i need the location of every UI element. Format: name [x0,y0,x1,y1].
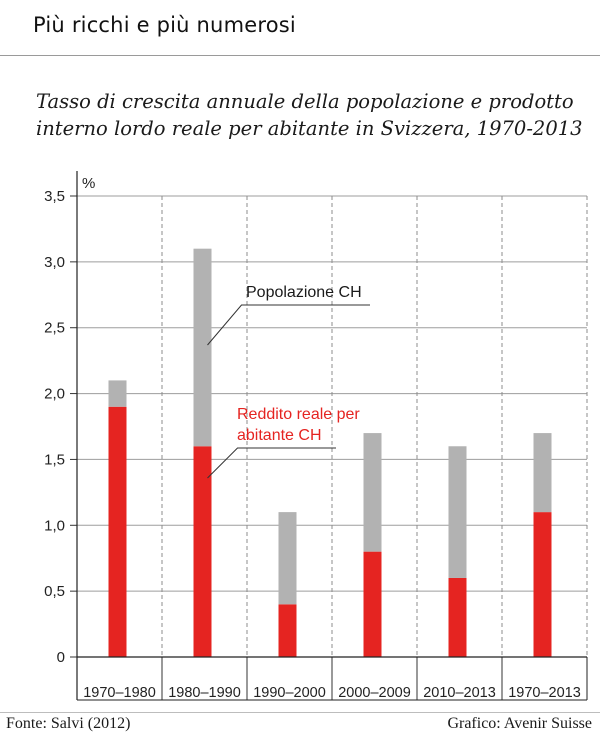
bar-reddito [108,406,127,657]
y-tick-label: 0,5 [44,583,65,600]
y-tick-label: 3,5 [44,188,65,205]
chart-title: Più ricchi e più numerosi [33,13,296,37]
bar-popolazione [193,248,212,447]
bar-reddito [363,551,382,657]
x-tick-label: 2010–2013 [423,685,496,701]
bar-popolazione [448,446,467,578]
y-tick-label: 2,0 [44,386,65,403]
bar-popolazione [363,433,382,552]
x-tick-label: 1980–1990 [168,685,241,701]
bar-reddito [193,446,212,657]
y-axis-label: % [82,175,95,192]
y-tick-label: 3,0 [44,254,65,271]
x-tick-label: 1970–2013 [508,685,581,701]
x-tick-label: 1970–1980 [83,685,156,701]
chart-subtitle: Tasso di crescita annuale della popolazi… [36,90,583,140]
y-tick-label: 1,5 [44,451,65,468]
axis-layer: 0 0,5 1,0 1,5 2,0 2,5 3,0 3,5% 1970–1980 1980–199… [44,171,588,701]
source-note: Fonte: Salvi (2012) [6,715,131,732]
label-reddito-line2: abitante CH [237,427,322,444]
y-tick-label: 2,5 [44,320,65,337]
footer-divider [0,712,600,713]
label-reddito-line1: Reddito reale per [237,406,360,423]
bar-reddito [278,604,297,657]
x-tick-label: 2000–2009 [338,685,411,701]
bar-reddito [533,512,552,657]
stacked-bar-chart: 0 0,5 1,0 1,5 2,0 2,5 3,0 3,5% 1970–1980 1980–199… [44,171,588,701]
bar-popolazione [278,512,297,605]
grid-layer [77,195,588,657]
title-bar: Più ricchi e più numerosi [0,0,600,56]
annotation-layer: Popolazione CH Reddito reale per abitante … [207,284,370,479]
leader-popolazione [207,304,370,346]
bar-popolazione [108,380,127,407]
y-tick-label: 0 [57,649,65,666]
y-tick-label: 1,0 [44,517,65,534]
bar-popolazione [533,433,552,513]
x-tick-label: 1990–2000 [253,685,326,701]
label-popolazione: Popolazione CH [246,284,362,301]
title-divider [0,55,600,56]
credit-note: Grafico: Avenir Suisse [447,715,592,732]
leader-reddito [207,447,336,479]
bar-reddito [448,577,467,657]
bar-layer [108,248,552,657]
